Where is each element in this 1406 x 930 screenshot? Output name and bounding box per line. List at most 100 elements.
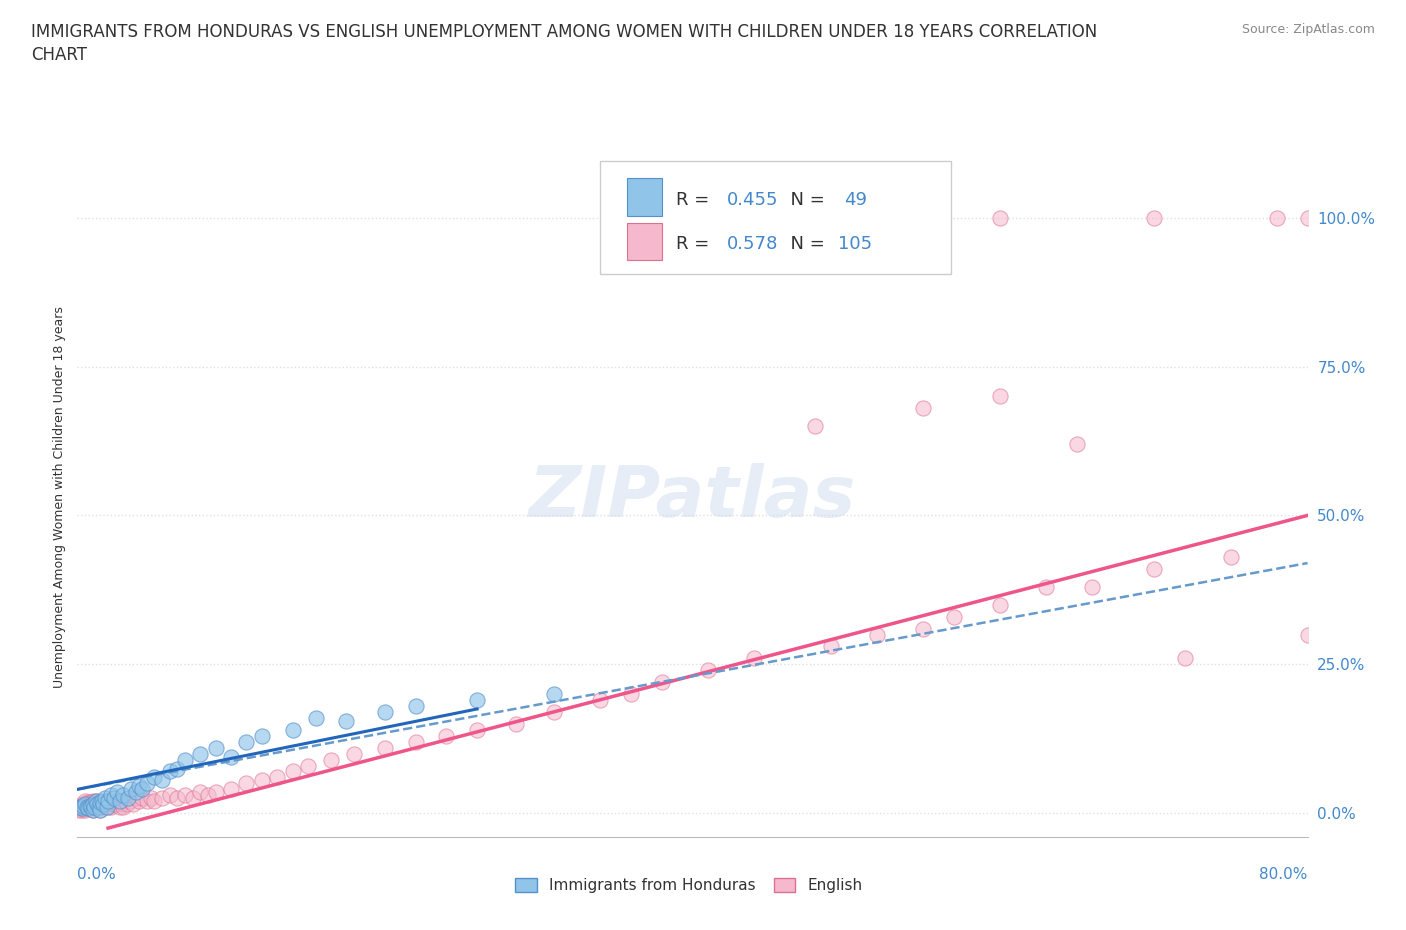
Point [219,750,242,764]
Point [125,785,148,800]
Point [235,735,257,750]
Point [93,800,115,815]
Point [305,711,328,725]
Point [82,803,104,817]
Text: N =: N = [779,192,830,209]
FancyBboxPatch shape [600,162,950,273]
Point [89,799,111,814]
Point [543,686,565,701]
Point [405,698,427,713]
Point [111,797,134,812]
Point [70,803,93,817]
Point [72,799,94,814]
Point [197,788,219,803]
Point [651,675,673,690]
Point [820,639,842,654]
Point [83,800,105,815]
Text: IMMIGRANTS FROM HONDURAS VS ENGLISH UNEMPLOYMENT AMONG WOMEN WITH CHILDREN UNDER: IMMIGRANTS FROM HONDURAS VS ENGLISH UNEM… [31,23,1097,41]
Point [188,746,212,761]
Point [319,752,342,767]
Text: N =: N = [779,235,830,253]
Point [80,801,103,816]
Point [1066,436,1088,451]
Point [181,790,204,805]
Point [76,797,98,812]
Point [86,800,108,815]
Point [988,210,1011,225]
Point [143,794,166,809]
Point [100,788,122,803]
Point [405,735,427,750]
Point [90,794,114,809]
Point [67,803,90,817]
Point [69,800,91,815]
Point [505,716,527,731]
Point [1296,210,1319,225]
Text: 0.455: 0.455 [727,192,779,209]
Point [96,800,118,815]
Text: 0.578: 0.578 [727,235,779,253]
Point [335,713,357,728]
Point [118,794,141,809]
Point [150,773,173,788]
Point [89,803,111,817]
Point [150,790,173,805]
Point [1265,210,1288,225]
Point [77,801,100,816]
Point [73,797,96,812]
Legend: Immigrants from Honduras, English: Immigrants from Honduras, English [509,871,869,899]
Point [77,795,100,810]
Point [988,389,1011,404]
Point [742,651,765,666]
Point [121,797,143,812]
Point [188,785,212,800]
Point [97,800,120,815]
Point [79,797,101,812]
Point [96,794,118,809]
Point [97,794,120,809]
Point [70,797,93,812]
Point [988,597,1011,612]
Text: R =: R = [676,235,716,253]
Text: Source: ZipAtlas.com: Source: ZipAtlas.com [1241,23,1375,36]
Point [105,797,128,812]
Point [204,740,226,755]
Point [589,693,612,708]
Point [94,790,117,805]
Point [120,782,142,797]
Point [1219,550,1241,565]
Point [789,210,811,225]
Text: ZIPatlas: ZIPatlas [529,463,856,532]
Point [110,794,132,809]
FancyBboxPatch shape [627,179,662,216]
Text: R =: R = [676,192,716,209]
Point [125,790,148,805]
Point [219,782,242,797]
Point [82,794,104,809]
Point [804,418,827,433]
Point [343,746,366,761]
Point [135,776,157,790]
Text: 80.0%: 80.0% [1260,867,1308,882]
Point [108,794,131,809]
Point [1143,562,1166,577]
Point [131,790,153,805]
Point [1035,579,1057,594]
Point [114,794,136,809]
Point [69,801,91,816]
Point [912,401,935,416]
Point [94,797,117,812]
Point [543,705,565,720]
Point [86,797,108,812]
Point [1174,651,1197,666]
Point [82,797,104,812]
Text: 49: 49 [844,192,866,209]
Point [76,800,98,815]
Point [73,801,96,816]
Point [128,794,150,809]
Point [1143,210,1166,225]
Point [77,801,100,816]
Point [83,795,105,810]
Point [897,210,920,225]
Point [166,761,188,776]
